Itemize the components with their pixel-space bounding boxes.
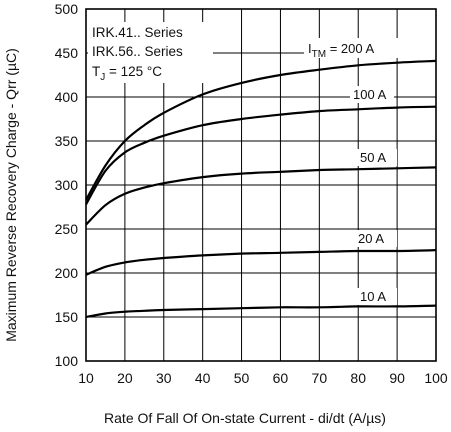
y-axis-title: Maximum Reverse Recovery Charge - Qrr (µ… [3,48,19,342]
label-backdrop [88,22,213,83]
curve-50a [85,166,437,226]
x-tick-label: 30 [156,370,172,386]
curve-200a [85,59,437,201]
curve-10a [85,304,437,319]
tick-labels: 10 20 30 40 50 60 70 80 90 100 100 150 200 250 300 350 4… [55,1,448,386]
x-axis-title: Rate Of Fall Of On-state Current - di/dt… [104,410,386,426]
y-tick-label: 300 [55,177,79,193]
x-tick-label: 80 [350,370,366,386]
annotation-series-1: IRK.41.. Series [92,25,183,40]
curve-label-200a-subscript: TM [312,49,326,60]
label-backdrop [304,38,436,58]
curve-labels: ITM = 200 A 100 A 50 A 20 A 10 A [308,41,387,304]
curve-label-10a: 10 A [360,289,386,304]
x-tick-label: 10 [78,370,94,386]
label-backdrop [357,149,397,166]
temperature-subscript: J [100,72,105,83]
label-backdrop [357,288,397,305]
x-tick-label: 50 [234,370,250,386]
x-tick-label: 100 [424,370,448,386]
plot-frame [85,8,437,362]
curve-20a [85,249,437,276]
curve-100a [85,105,437,205]
x-tick-label: 60 [273,370,289,386]
annotation-series-2: IRK.56.. Series [92,44,183,59]
curve-label-200a-value: = 200 A [326,41,374,56]
y-tick-label: 200 [55,265,79,281]
curve-label-200a-symbol: I [308,41,312,56]
temperature-value: = 125 °C [105,64,162,79]
annotation-box: IRK.41.. Series IRK.56.. Series TJ = 125… [92,25,183,83]
curves [85,59,437,319]
x-tick-label: 70 [312,370,328,386]
label-backdrop [355,230,397,247]
curve-label-50a: 50 A [360,150,386,165]
y-tick-label: 400 [55,89,79,105]
x-tick-label: 20 [117,370,133,386]
y-tick-label: 150 [55,309,79,325]
x-tick-label: 40 [195,370,211,386]
y-tick-label: 450 [55,45,79,61]
curve-label-100a: 100 A [353,87,387,102]
annotation-temperature: TJ = 125 °C [92,64,162,83]
y-tick-label: 500 [55,1,79,17]
y-tick-label: 350 [55,133,79,149]
x-tick-label: 90 [389,370,405,386]
temperature-symbol: T [92,64,100,79]
label-backdrop [350,86,394,103]
y-tick-label: 250 [55,221,79,237]
y-tick-label: 100 [55,353,79,369]
curve-label-200a: ITM = 200 A [308,41,374,60]
grid-lines [85,8,437,362]
curve-label-20a: 20 A [358,231,384,246]
